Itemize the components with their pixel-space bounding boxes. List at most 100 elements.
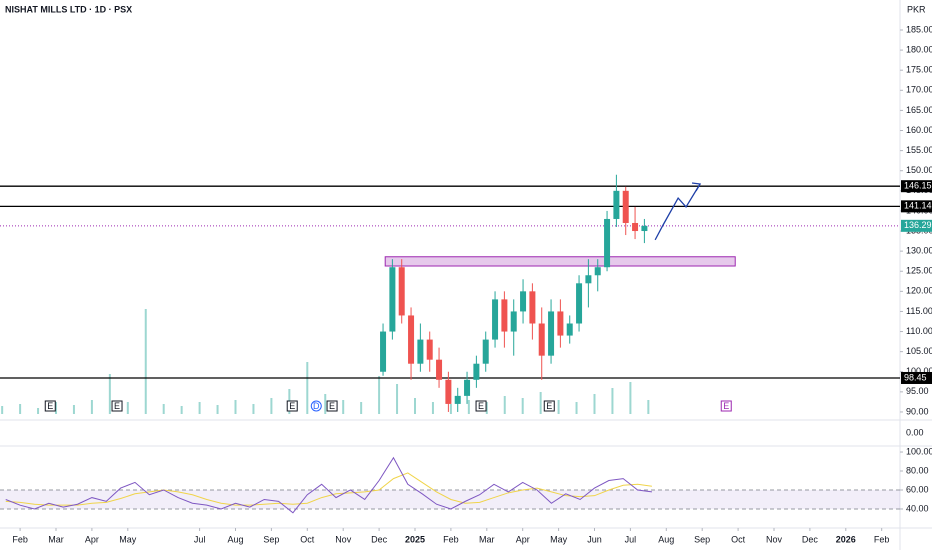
volume-bar (198, 402, 201, 414)
volume-bar (108, 374, 111, 414)
candle-body (510, 311, 517, 332)
y-tick-label: 100.00 (906, 366, 932, 376)
event-label: E (546, 401, 552, 411)
chart-title: NISHAT MILLS LTD · 1D · PSX (5, 4, 132, 14)
x-tick-label: 2026 (836, 534, 856, 544)
price-tag (901, 180, 932, 193)
volume-bar (503, 396, 506, 414)
candle-body (585, 275, 592, 284)
candle-body (566, 323, 573, 336)
volume-bar (162, 404, 165, 414)
volume-bar (431, 402, 434, 414)
x-tick-label: Aug (227, 534, 243, 544)
event-label: E (723, 401, 729, 411)
rsi-line (5, 472, 653, 506)
x-tick-label: Nov (766, 534, 783, 544)
x-tick-label: Dec (371, 534, 388, 544)
x-tick-label: Apr (516, 534, 530, 544)
volume-bar (378, 376, 381, 414)
x-tick-label: Jul (625, 534, 637, 544)
candle-body (641, 225, 648, 232)
y-tick-label: 115.00 (906, 306, 932, 316)
volume-bar (593, 394, 596, 414)
candle-body (576, 283, 583, 324)
candle-body (548, 311, 555, 356)
volume-bar (216, 405, 219, 414)
y-tick-label: 150.00 (906, 165, 932, 175)
y-tick-label: 175.00 (906, 65, 932, 75)
volume-bar (485, 402, 488, 414)
x-tick-label: Jul (194, 534, 206, 544)
volume-bar (449, 404, 452, 414)
event-marker (286, 400, 298, 412)
volume-bar (521, 398, 524, 414)
volume-bar (342, 400, 345, 414)
price-tag-label: 136.29 (904, 220, 932, 230)
volume-bar (413, 398, 416, 414)
event-label: E (289, 401, 295, 411)
x-tick-label: Dec (802, 534, 819, 544)
y-tick-label: 170.00 (906, 85, 932, 95)
projection-arrowhead (691, 182, 702, 192)
candle-body (380, 331, 387, 372)
y-tick-label: 95.00 (906, 386, 929, 396)
volume-bar (144, 309, 147, 414)
volume-bar (90, 400, 93, 414)
x-tick-label: Aug (658, 534, 674, 544)
price-tag (901, 219, 932, 232)
candle-body (417, 339, 424, 364)
x-tick-label: Sep (694, 534, 710, 544)
x-tick-label: Feb (12, 534, 28, 544)
candle-body (398, 267, 405, 316)
y-tick-label: 130.00 (906, 246, 932, 256)
candle-body (594, 267, 601, 276)
x-tick-label: Feb (443, 534, 459, 544)
x-tick-label: Mar (479, 534, 495, 544)
x-tick-label: Mar (48, 534, 64, 544)
y-tick-label: 125.00 (906, 266, 932, 276)
x-tick-label: Nov (335, 534, 352, 544)
candle-body (520, 291, 527, 312)
candle-body (622, 190, 629, 223)
volume-bar (360, 402, 363, 414)
y-tick-label: 155.00 (906, 145, 932, 155)
candle-body (492, 299, 499, 340)
candle-body (538, 323, 545, 356)
candle-body (464, 379, 471, 396)
y-tick-label: 110.00 (906, 326, 932, 336)
rsi-tick-label: 40.00 (906, 503, 929, 513)
volume-bar (252, 404, 255, 414)
volume-bar (55, 402, 58, 414)
rsi-tick-label: 80.00 (906, 465, 929, 475)
volume-bar (539, 392, 542, 414)
volume-bar (270, 398, 273, 414)
candle-body (529, 291, 536, 324)
volume-bar (1, 406, 4, 414)
indicator-tick-label: 0.00 (906, 427, 924, 437)
x-tick-label: Apr (85, 534, 99, 544)
y-tick-label: 185.00 (906, 24, 932, 34)
price-tag (901, 200, 932, 213)
y-tick-label: 160.00 (906, 125, 932, 135)
x-tick-label: Jun (587, 534, 602, 544)
event-marker (543, 400, 555, 412)
y-tick-label: 180.00 (906, 44, 932, 54)
candle-body (632, 222, 639, 232)
volume-bar (180, 406, 183, 414)
x-tick-label: Feb (874, 534, 890, 544)
volume-bar (396, 384, 399, 414)
rsi-tick-label: 100.00 (906, 446, 932, 456)
event-marker (326, 400, 338, 412)
zone (384, 256, 736, 267)
price-tag (901, 371, 932, 384)
price-tag-label: 146.15 (904, 181, 932, 191)
event-label: E (478, 401, 484, 411)
event-marker (44, 400, 56, 412)
candle-body (604, 218, 611, 268)
price-tag-label: 98.45 (904, 372, 927, 382)
candle-body (557, 311, 564, 336)
x-tick-label: May (550, 534, 568, 544)
volume-bar (72, 405, 75, 414)
